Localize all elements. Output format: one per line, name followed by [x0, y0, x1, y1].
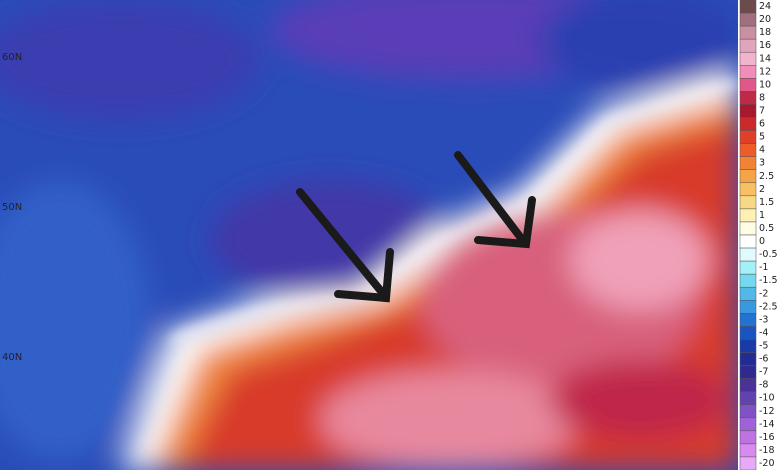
colorbar-label: 10: [759, 79, 771, 90]
colorbar-cell: [739, 130, 757, 144]
colorbar-cell: [739, 117, 757, 131]
colorbar-cell: [739, 169, 757, 184]
colorbar-cell: [739, 430, 757, 445]
colorbar-cell: [739, 339, 757, 353]
colorbar-cell: [739, 65, 757, 79]
colorbar-label: 1: [759, 210, 765, 221]
colorbar-cell: [739, 38, 757, 53]
colorbar-cell: [739, 247, 757, 262]
colorbar-label: 8: [759, 92, 765, 103]
colorbar-label: 0: [759, 236, 765, 247]
colorbar-cell: [739, 156, 757, 170]
colorbar-label: 18: [759, 27, 771, 38]
colorbar-label: -4: [759, 327, 768, 338]
colorbar-label: -8: [759, 380, 768, 391]
latitude-label: 40N: [2, 352, 22, 363]
colorbar-label: -3: [759, 314, 768, 325]
colorbar-label: 1.5: [759, 197, 774, 208]
latitude-labels: 60N 50N 40N: [2, 52, 22, 363]
colorbar-cell: [739, 326, 757, 340]
latitude-label: 50N: [2, 202, 22, 213]
colorbar-label: 14: [759, 53, 771, 64]
colorbar-label: -2: [759, 288, 768, 299]
colorbar-label: 20: [759, 14, 771, 25]
colorbar-label: -1.5: [759, 275, 778, 286]
colorbar-cell: [739, 78, 757, 92]
colorbar-label: -10: [759, 393, 775, 404]
colorbar-cell: [739, 404, 757, 419]
colorbar-label: -1: [759, 262, 768, 273]
latitude-label: 60N: [2, 52, 22, 63]
colorbar-cell: [739, 51, 757, 66]
colorbar-cell: [739, 91, 757, 105]
colorbar-label: 2: [759, 184, 765, 195]
colorbar: 24 20 18 16 14 12 10 8 7 6 5 4 3 2.5 2 1.5 1 0.5 0 -0.5 -1 -1…: [739, 0, 778, 471]
arrows: [296, 151, 536, 303]
colorbar-cell: [739, 286, 757, 301]
colorbar-cell: [739, 456, 757, 471]
colorbar-cell: [739, 260, 757, 275]
colorbar-cell: [739, 0, 757, 14]
colorbar-label: -16: [759, 432, 775, 443]
colorbar-cell: [739, 443, 757, 458]
colorbar-cell: [739, 12, 757, 27]
colorbar-cell: [739, 273, 757, 288]
colorbar-cell: [739, 378, 757, 392]
colorbar-label: -14: [759, 419, 775, 430]
colorbar-label: 3: [759, 158, 765, 169]
colorbar-label: -12: [759, 406, 775, 417]
colorbar-cell: [739, 234, 757, 249]
colorbar-cell: [739, 352, 757, 366]
colorbar-label: 24: [759, 1, 771, 12]
colorbar-label: 16: [759, 40, 771, 51]
colorbar-label: 6: [759, 119, 765, 130]
colorbar-label: 12: [759, 66, 771, 77]
colorbar-label: 5: [759, 132, 765, 143]
colorbar-cell: [739, 300, 757, 314]
colorbar-cell: [739, 182, 757, 197]
colorbar-label: -5: [759, 340, 768, 351]
colorbar-label: -18: [759, 445, 775, 456]
colorbar-label: 4: [759, 145, 765, 156]
colorbar-cell: [739, 221, 757, 236]
colorbar-cell: [739, 417, 757, 432]
colorbar-label: -0.5: [759, 249, 778, 260]
colorbar-label: 7: [759, 105, 765, 116]
colorbar-cell: [739, 208, 757, 223]
colorbar-cell: [739, 143, 757, 157]
map-field: [0, 0, 738, 470]
colorbar-cell: [739, 195, 757, 210]
colorbar-label: -2.5: [759, 301, 778, 312]
colorbar-label: 2.5: [759, 171, 774, 182]
colorbar-cell: [739, 391, 757, 405]
colorbar-cell: [739, 365, 757, 379]
colorbar-label: -7: [759, 367, 768, 378]
colorbar-cell: [739, 104, 757, 118]
colorbar-label: -20: [759, 458, 775, 469]
colorbar-label: -6: [759, 354, 768, 365]
colorbar-cell: [739, 25, 757, 40]
colorbar-label: 0.5: [759, 223, 774, 234]
colorbar-cell: [739, 313, 757, 327]
